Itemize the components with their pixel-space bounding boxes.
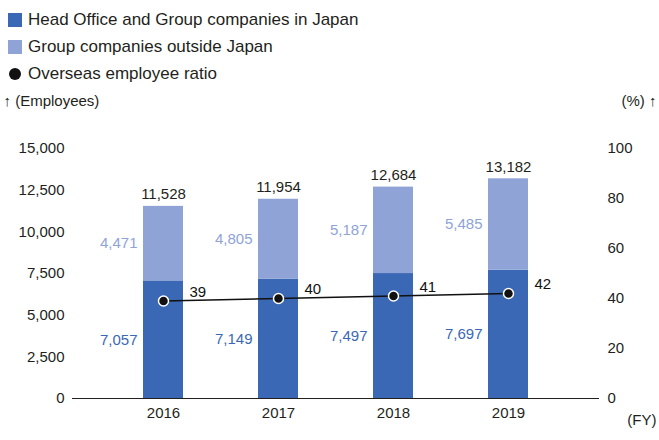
svg-text:5,187: 5,187 [330,221,368,238]
svg-text:80: 80 [608,189,625,206]
html-text:Head Office and Group companie: Head Office and Group companies in Japan [28,9,359,29]
svg-text:11,528: 11,528 [141,185,186,202]
svg-text:(%) ↑: (%) ↑ [622,92,657,109]
svg-text:4,805: 4,805 [215,230,253,247]
svg-text:12,684: 12,684 [371,166,417,183]
svg-text:2,500: 2,500 [27,348,65,365]
svg-text:7,149: 7,149 [215,330,253,347]
svg-text:(FY): (FY) [627,411,656,428]
svg-text:5,485: 5,485 [445,215,483,232]
svg-text:0: 0 [608,389,616,406]
svg-text:11,954: 11,954 [256,178,301,195]
html-text:Overseas employee ratio: Overseas employee ratio [28,63,217,83]
svg-text:2016: 2016 [147,404,180,421]
svg-text:13,182: 13,182 [486,158,532,175]
svg-text:40: 40 [608,289,625,306]
svg-text:41: 41 [420,278,437,295]
svg-text:7,057: 7,057 [100,330,138,347]
svg-text:10,000: 10,000 [19,223,65,240]
svg-text:2019: 2019 [492,404,525,421]
svg-text:39: 39 [190,283,207,300]
svg-text:20: 20 [608,339,625,356]
svg-text:7,697: 7,697 [445,325,483,342]
svg-text:2018: 2018 [377,404,410,421]
svg-text:7,497: 7,497 [330,327,368,344]
svg-text:12,500: 12,500 [19,181,65,198]
svg-text:7,500: 7,500 [27,264,65,281]
svg-text:5,000: 5,000 [27,306,65,323]
svg-text:↑ (Employees): ↑ (Employees) [4,92,100,109]
svg-text:15,000: 15,000 [19,139,65,156]
svg-text:40: 40 [305,280,322,297]
svg-text:4,471: 4,471 [100,234,138,251]
svg-text:42: 42 [535,275,552,292]
svg-text:100: 100 [608,139,633,156]
html-text:Group companies outside Japan: Group companies outside Japan [28,36,273,56]
svg-text:2017: 2017 [262,404,295,421]
svg-text:0: 0 [56,389,64,406]
svg-text:60: 60 [608,239,625,256]
